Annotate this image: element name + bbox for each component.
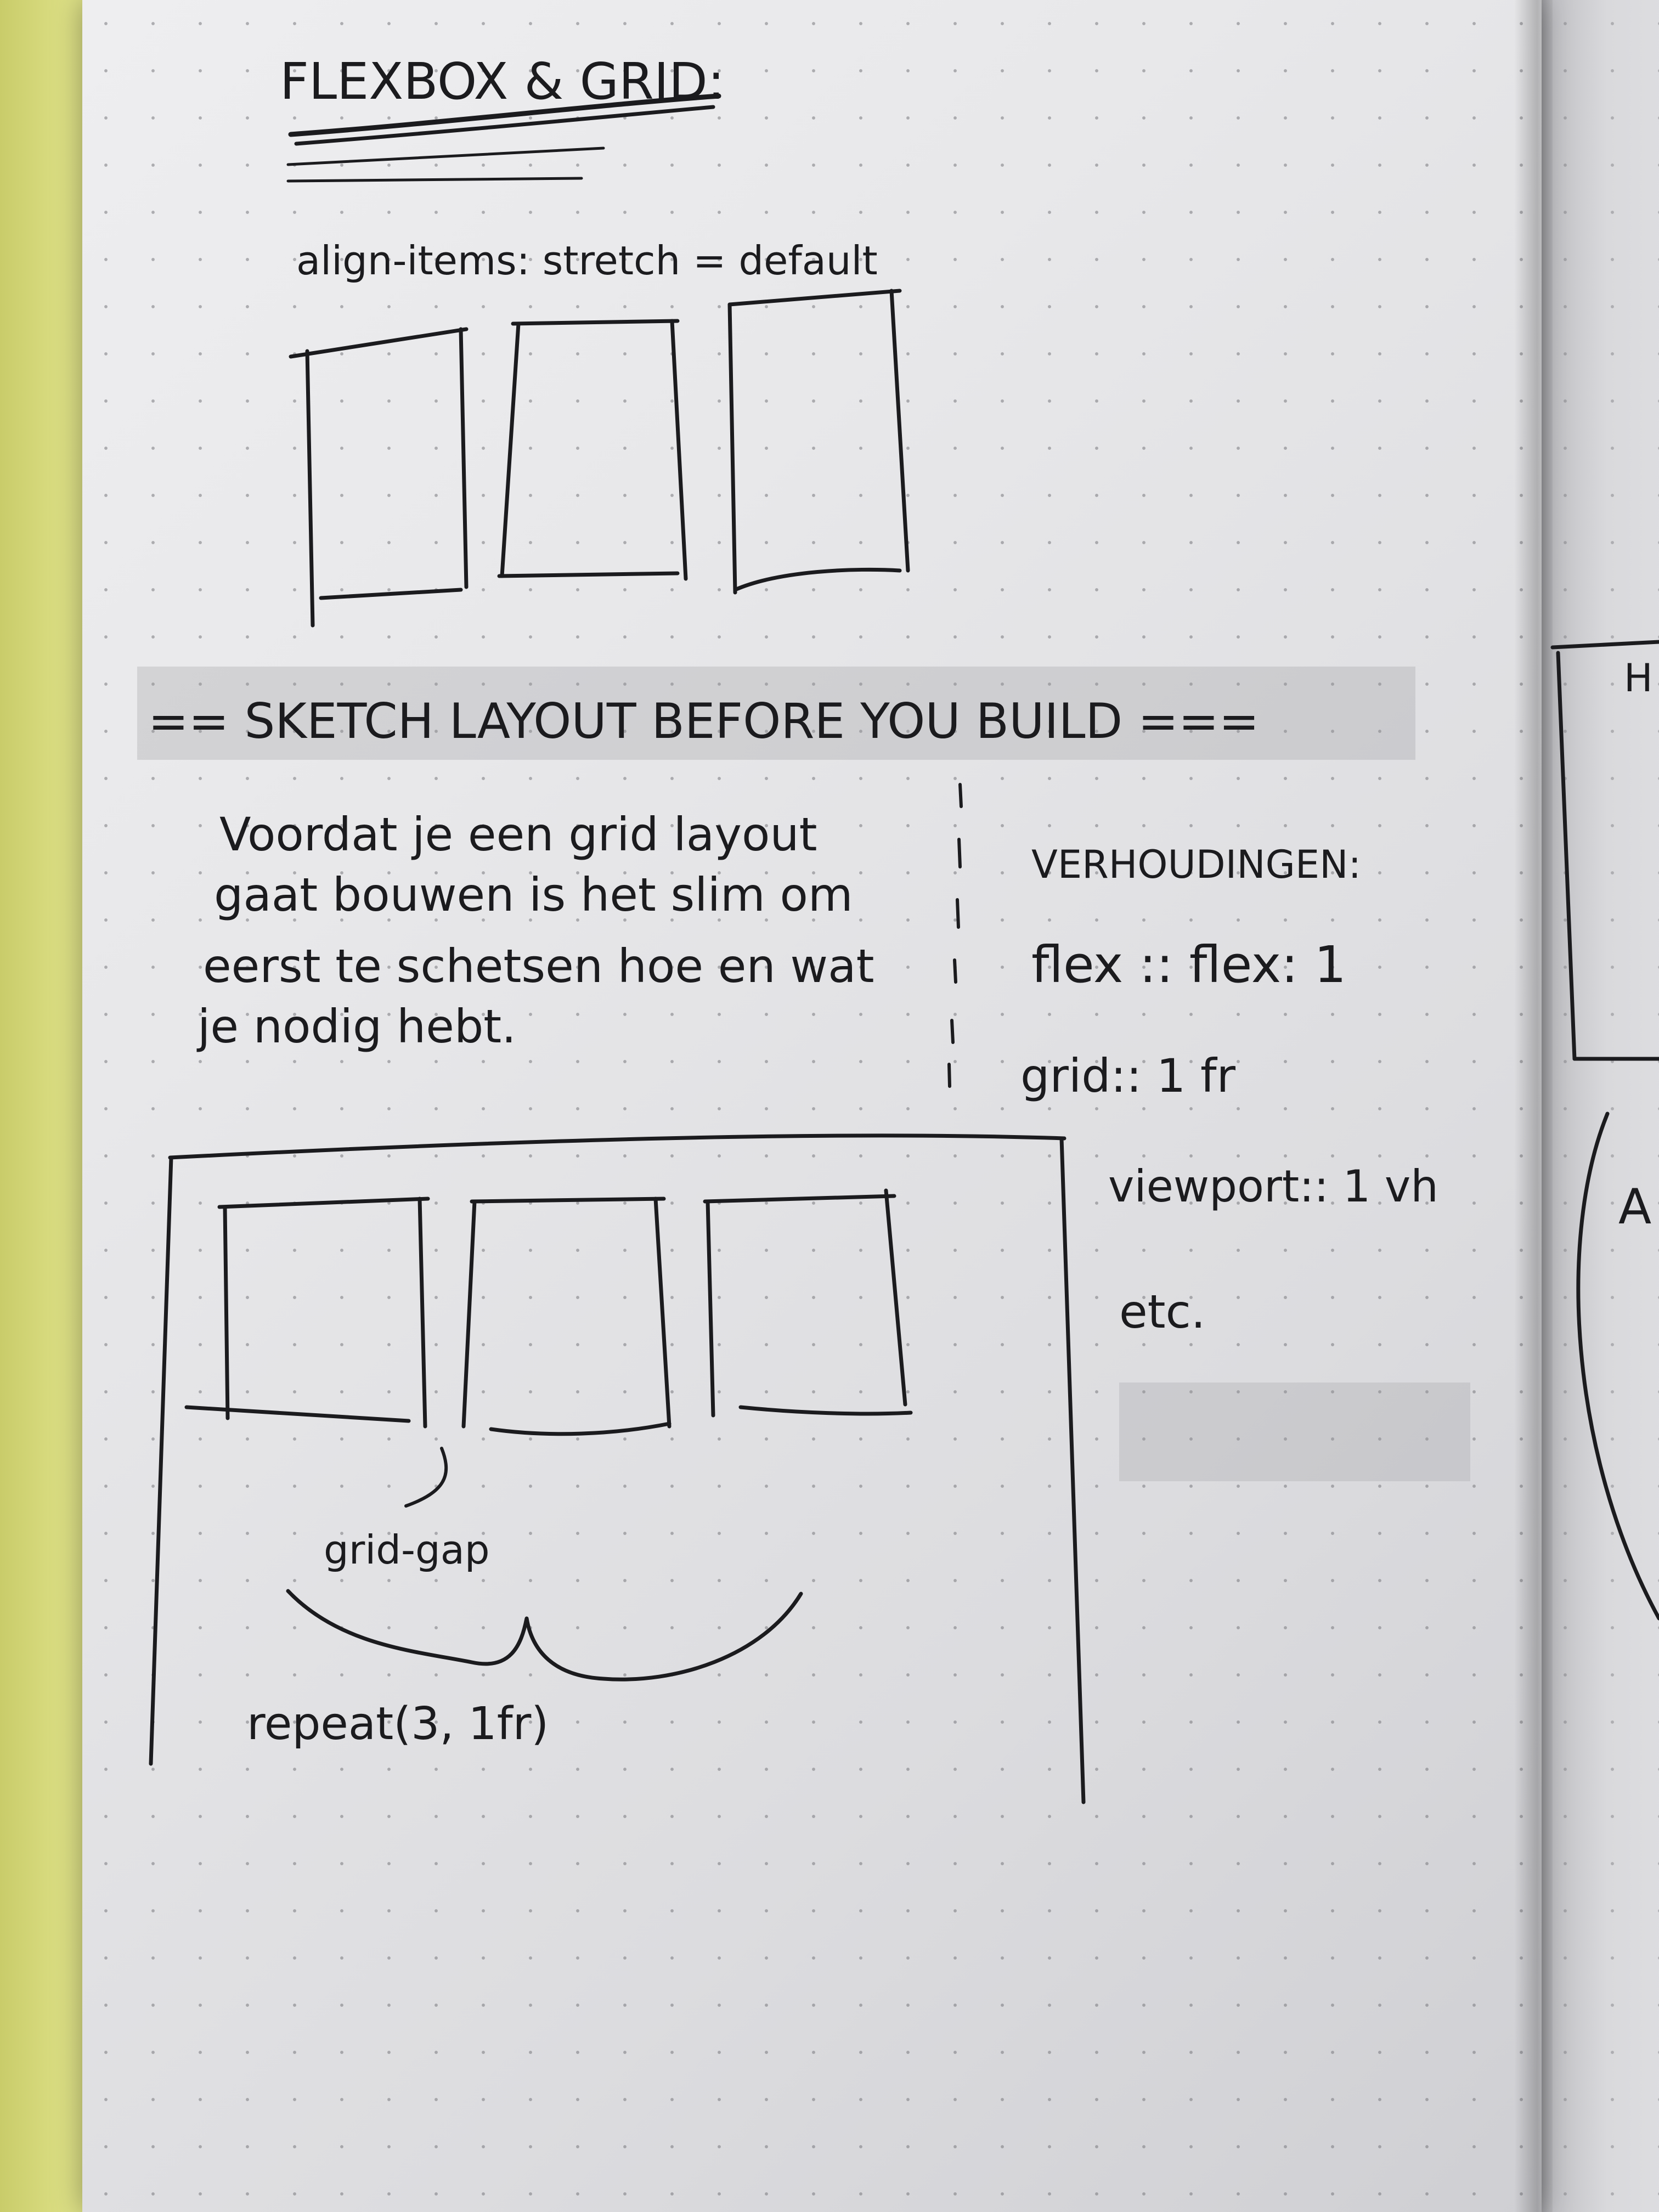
column-divider	[947, 783, 963, 1088]
dutch-paragraph: Voordat je een grid layout gaat bouwen i…	[196, 808, 874, 1053]
grid-gap-annotation: grid-gap	[324, 1447, 490, 1573]
banner-highlight	[137, 667, 1415, 760]
align-items-note: align-items: stretch = default	[296, 238, 878, 284]
paragraph-line-1: Voordat je een grid layout	[219, 808, 817, 861]
repeat-label: repeat(3, 1fr)	[247, 1698, 549, 1750]
grid-container-sketch	[149, 1133, 1086, 1804]
right-page-fragment-h: H	[1624, 656, 1653, 701]
paragraph-line-4: je nodig hebt.	[196, 1000, 516, 1053]
right-page-fragment-a: A	[1618, 1178, 1651, 1235]
repeat-annotation: repeat(3, 1fr)	[247, 1589, 803, 1750]
ratio-flex: flex :: flex: 1	[1031, 935, 1346, 994]
ratio-grid: grid:: 1 fr	[1020, 1049, 1236, 1103]
ratio-etc: etc.	[1119, 1285, 1206, 1339]
ratios-list: VERHOUDINGEN: flex :: flex: 1 grid:: 1 f…	[1020, 842, 1438, 1339]
sketch-layout-banner: == SKETCH LAYOUT BEFORE YOU BUILD ===	[148, 693, 1259, 749]
grid-gap-label: grid-gap	[324, 1527, 490, 1573]
right-page	[1542, 0, 1659, 2212]
right-page-sketch: H A	[1550, 640, 1659, 1621]
heading-underline	[286, 93, 721, 183]
page-smudge	[1119, 1383, 1470, 1481]
flex-stretch-boxes	[289, 289, 910, 628]
page-gutter-shadow	[1514, 0, 1553, 2212]
ratio-viewport: viewport:: 1 vh	[1108, 1161, 1438, 1212]
paragraph-line-3: eerst te schetsen hoe en wat	[203, 939, 874, 993]
ratios-title: VERHOUDINGEN:	[1031, 842, 1361, 887]
notebook-page	[82, 0, 1542, 2212]
paragraph-line-2: gaat bouwen is het slim om	[214, 868, 853, 922]
